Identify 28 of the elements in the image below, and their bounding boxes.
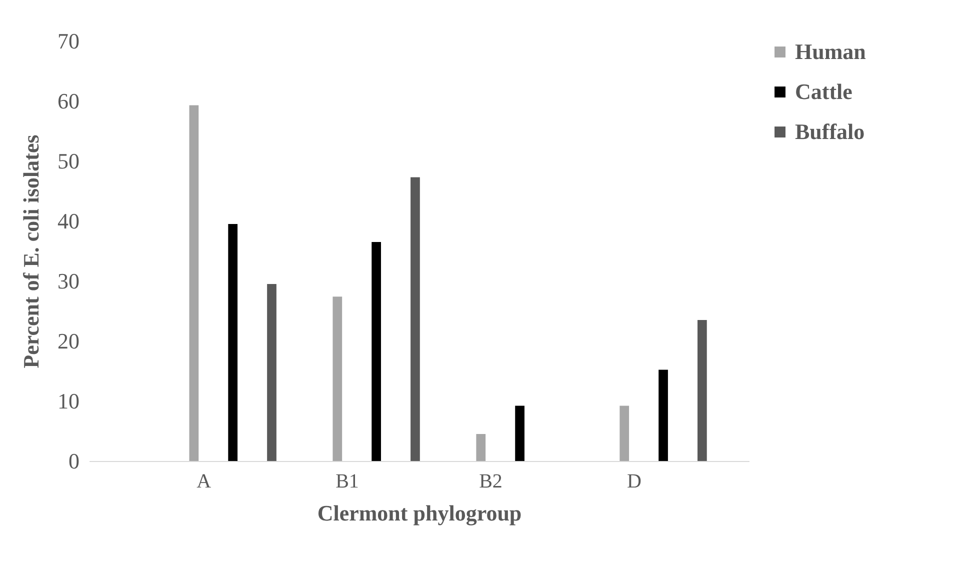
legend-label: Buffalo: [795, 119, 865, 144]
bar: [620, 406, 630, 461]
y-tick-label: 40: [58, 208, 80, 234]
legend-label: Human: [795, 39, 866, 64]
x-axis-title: Clermont phylogroup: [317, 500, 522, 526]
y-axis-title: Percent of E. coli isolates: [18, 134, 44, 368]
legend-label: Cattle: [795, 79, 853, 104]
bar: [658, 370, 668, 461]
bar: [476, 434, 486, 461]
y-tick-label: 50: [58, 148, 80, 174]
y-tick-label: 0: [68, 448, 80, 474]
bar: [515, 406, 524, 461]
bar: [372, 242, 381, 461]
bar: [228, 224, 238, 461]
y-tick-label: 70: [58, 28, 80, 54]
x-tick-label: B1: [336, 470, 359, 492]
bar: [332, 296, 342, 461]
y-tick-label: 60: [58, 88, 80, 114]
bar: [267, 284, 276, 461]
y-tick-label: 20: [58, 328, 80, 354]
y-tick-label: 30: [58, 268, 80, 294]
bar: [410, 177, 420, 461]
x-tick-label: B2: [479, 470, 502, 492]
bar: [189, 105, 199, 461]
x-tick-label: A: [196, 470, 212, 492]
x-tick-label: D: [626, 470, 642, 492]
bar: [697, 320, 707, 461]
y-tick-label: 10: [58, 388, 80, 414]
